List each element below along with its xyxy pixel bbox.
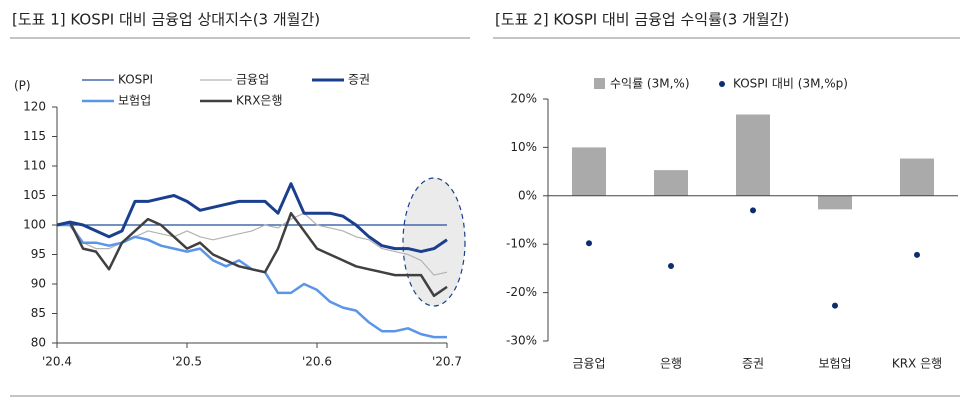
x-tick-label: '20.7 — [432, 355, 462, 369]
y-tick-label: 10% — [510, 140, 537, 154]
dot — [750, 207, 756, 214]
x-tick-label: KRX 은행 — [892, 356, 942, 371]
dot — [668, 262, 674, 269]
legend-swatch — [594, 78, 605, 89]
bar — [818, 195, 852, 210]
line-series — [56, 182, 448, 254]
legend-swatch — [719, 81, 725, 87]
y-tick-label: -30% — [506, 334, 537, 348]
dot — [586, 240, 592, 247]
y-tick-label: 0% — [518, 188, 537, 202]
y-tick-label: 105 — [23, 188, 46, 202]
chart-title: [도표 2] KOSPI 대비 금융업 수익률(3 개월간) — [495, 11, 789, 29]
legend-label: KOSPI 대비 (3M,%p) — [733, 77, 848, 91]
y-tick-label: 90 — [31, 277, 46, 291]
legend-label: 수익률 (3M,%) — [610, 77, 690, 91]
legend-label: 보험업 — [118, 94, 151, 108]
chart-title: [도표 1] KOSPI 대비 금융업 상대지수(3 개월간) — [12, 11, 320, 29]
y-tick-label: 80 — [31, 336, 46, 350]
y-tick-label: -10% — [506, 237, 537, 251]
y-tick-label: 100 — [23, 218, 46, 232]
dot — [914, 251, 920, 258]
y-tick-label: 115 — [23, 129, 46, 143]
legend-label: 금융업 — [236, 73, 269, 87]
bar — [736, 114, 770, 196]
legend-label: 증권 — [348, 73, 370, 87]
bar — [654, 170, 688, 196]
x-tick-label: '20.6 — [302, 355, 332, 369]
x-tick-label: 보험업 — [818, 357, 851, 371]
y-axis-label: (P) — [14, 79, 31, 93]
highlight-ellipse — [402, 177, 466, 307]
y-tick-label: 95 — [31, 247, 46, 261]
legend-label: KOSPI — [118, 73, 153, 87]
bar — [900, 158, 934, 196]
line-series — [56, 211, 448, 298]
x-tick-label: '20.5 — [172, 355, 202, 369]
bar — [572, 147, 606, 196]
x-tick-label: 은행 — [660, 356, 682, 371]
y-tick-label: 85 — [31, 306, 46, 320]
y-tick-label: 120 — [23, 100, 46, 114]
dot — [832, 302, 838, 309]
legend-label: KRX은행 — [236, 93, 283, 108]
x-tick-label: 금융업 — [572, 357, 605, 371]
x-tick-label: 증권 — [742, 357, 764, 371]
y-tick-label: -20% — [506, 285, 537, 299]
x-tick-label: '20.4 — [42, 355, 72, 369]
y-tick-label: 110 — [23, 159, 46, 173]
y-tick-label: 20% — [510, 92, 537, 106]
line-series — [57, 223, 447, 339]
